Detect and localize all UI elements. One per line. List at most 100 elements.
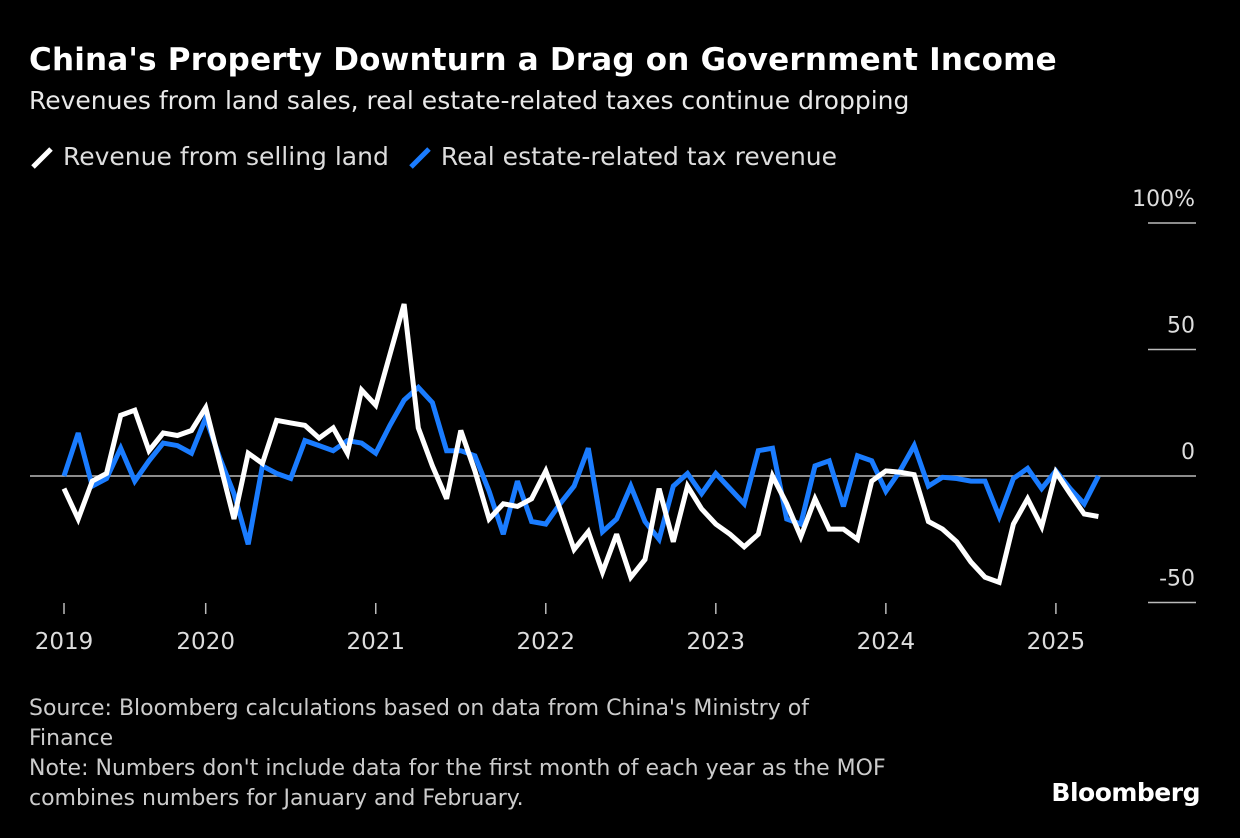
data-point [529, 519, 534, 524]
legend-label-tax: Real estate-related tax revenue [440, 142, 838, 171]
chart-subtitle: Revenues from land sales, real estate-re… [29, 86, 910, 115]
data-point [671, 484, 676, 489]
y-tick-label: -50 [1159, 567, 1195, 592]
data-point [217, 461, 222, 466]
data-point [727, 532, 732, 537]
data-point [274, 471, 279, 476]
data-point [827, 458, 832, 463]
y-tick-label: 100% [1132, 187, 1195, 212]
data-point [855, 537, 860, 542]
data-point [855, 453, 860, 458]
data-point [1025, 496, 1030, 501]
y-tick-label: 50 [1167, 314, 1195, 339]
x-tick-label: 2025 [1027, 629, 1086, 655]
data-point [62, 486, 67, 491]
data-point [798, 534, 803, 539]
data-point [685, 471, 690, 476]
data-point [968, 560, 973, 565]
data-point [926, 484, 931, 489]
data-point [529, 496, 534, 501]
data-point [600, 570, 605, 575]
data-point [387, 423, 392, 428]
data-point [983, 575, 988, 580]
data-point [76, 517, 81, 522]
data-point [203, 405, 208, 410]
data-point [472, 453, 477, 458]
data-point [954, 539, 959, 544]
data-point [288, 476, 293, 481]
data-point [416, 385, 421, 390]
x-tick-label: 2024 [857, 629, 916, 655]
data-point [1096, 514, 1101, 519]
data-point [161, 441, 166, 446]
data-point [713, 522, 718, 527]
data-point [232, 517, 237, 522]
data-point [1082, 511, 1087, 516]
data-point [642, 557, 647, 562]
series-line-land-revenue [61, 303, 1099, 586]
source-text: Source: Bloomberg calculations based on … [29, 696, 809, 751]
legend: Revenue from selling land Real estate-re… [29, 142, 855, 171]
data-point [1053, 470, 1058, 475]
data-point [487, 489, 492, 494]
data-point [1039, 486, 1044, 491]
data-point [756, 532, 761, 537]
data-point [416, 425, 421, 430]
data-point [359, 441, 364, 446]
data-point [742, 501, 747, 506]
chart-title: China's Property Downturn a Drag on Gove… [29, 42, 1057, 78]
data-point [869, 458, 874, 463]
data-point [727, 486, 732, 491]
data-point [90, 479, 95, 484]
data-point [543, 468, 548, 473]
data-point [954, 476, 959, 481]
legend-swatch-land-icon [31, 146, 53, 169]
data-point [784, 501, 789, 506]
data-point [288, 420, 293, 425]
data-point [402, 398, 407, 403]
data-point [926, 519, 931, 524]
x-tick-label: 2021 [346, 629, 405, 655]
data-point [302, 438, 307, 443]
data-point [742, 544, 747, 549]
data-point [444, 448, 449, 453]
data-point [770, 474, 775, 479]
data-point [898, 470, 903, 475]
data-point [387, 352, 392, 357]
data-point [572, 547, 577, 552]
data-point [614, 532, 619, 537]
data-point [430, 463, 435, 468]
data-point [997, 580, 1002, 585]
data-point [472, 468, 477, 473]
data-point [642, 519, 647, 524]
x-tick-label: 2019 [35, 629, 94, 655]
data-point [132, 479, 137, 484]
data-point [345, 451, 350, 456]
data-point [76, 430, 81, 435]
data-point [912, 443, 917, 448]
data-point [501, 532, 506, 537]
data-point [940, 475, 945, 480]
data-point [189, 428, 194, 433]
data-point [359, 387, 364, 392]
data-point [883, 489, 888, 494]
data-point [600, 529, 605, 534]
data-point [1025, 466, 1030, 471]
data-point [373, 403, 378, 408]
data-point [487, 517, 492, 522]
data-point [883, 468, 888, 473]
data-point [770, 446, 775, 451]
note-text: Note: Numbers don't include data for the… [29, 756, 886, 811]
data-point [557, 506, 562, 511]
data-point [189, 451, 194, 456]
data-point [232, 491, 237, 496]
legend-item-tax: Real estate-related tax revenue [407, 142, 837, 171]
data-point [147, 448, 152, 453]
footer-notes: Source: Bloomberg calculations based on … [29, 694, 959, 814]
data-point [246, 542, 251, 547]
data-point [501, 501, 506, 506]
data-point [586, 529, 591, 534]
data-point [132, 408, 137, 413]
data-point [175, 443, 180, 448]
data-point [147, 458, 152, 463]
